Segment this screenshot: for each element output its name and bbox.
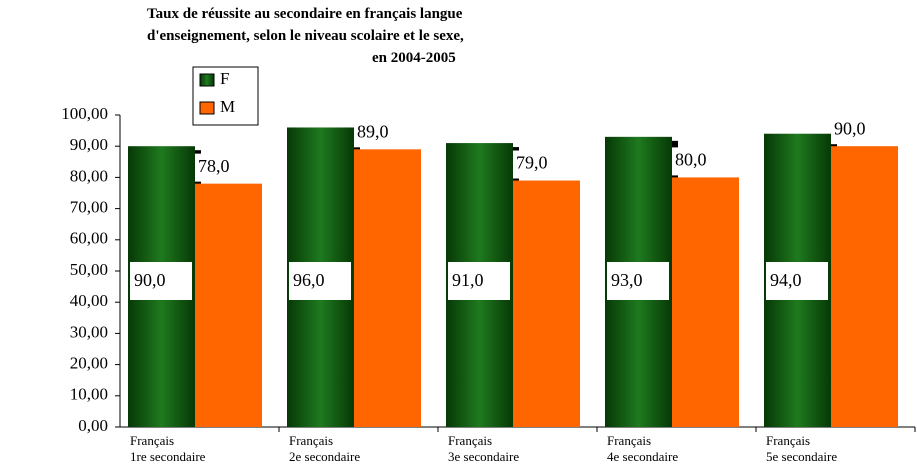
title-line: en 2004-2005 — [372, 50, 456, 66]
y-tick-label: 20,00 — [70, 354, 108, 373]
y-tick-label: 60,00 — [70, 229, 108, 248]
value-label: 93,0 — [611, 270, 643, 290]
y-tick-label: 100,00 — [61, 104, 108, 123]
value-label: 91,0 — [452, 270, 484, 290]
label-box — [130, 262, 192, 300]
y-tick-label: 90,00 — [70, 135, 108, 154]
label-box — [513, 150, 561, 179]
bar — [513, 180, 580, 427]
y-tick-label: 70,00 — [70, 198, 108, 217]
label-box — [448, 262, 510, 300]
x-tick-label: Français 4e secondaire — [607, 433, 679, 464]
legend-swatch — [199, 101, 215, 115]
value-label: 96,0 — [293, 270, 325, 290]
y-tick-label: 80,00 — [70, 166, 108, 185]
label-box — [354, 119, 402, 148]
x-tick-label: Français 3e secondaire — [448, 433, 520, 464]
y-tick-label: 10,00 — [70, 385, 108, 404]
label-box — [607, 262, 669, 300]
legend-label: F — [220, 69, 229, 88]
y-tick-label: 50,00 — [70, 260, 108, 279]
label-box — [831, 116, 879, 145]
legend-swatch — [199, 73, 215, 87]
label-box — [766, 262, 828, 300]
x-tick-label: Français 5e secondaire — [766, 433, 838, 464]
label-box — [289, 262, 351, 300]
legend-label: M — [220, 97, 235, 116]
label-box — [195, 153, 243, 182]
title-line: Taux de réussite au secondaire en frança… — [147, 6, 463, 22]
value-label: 80,0 — [675, 150, 707, 170]
y-tick-label: 40,00 — [70, 291, 108, 310]
value-label: 94,0 — [770, 270, 802, 290]
value-label: 89,0 — [357, 121, 389, 141]
y-tick-label: 30,00 — [70, 322, 108, 341]
bar — [831, 146, 898, 427]
value-label: 79,0 — [516, 153, 548, 173]
y-tick-label: 0,00 — [78, 416, 108, 435]
value-label: 90,0 — [834, 118, 866, 138]
value-label: 78,0 — [198, 156, 230, 176]
label-box — [672, 147, 720, 176]
bar — [354, 149, 421, 427]
value-label: 90,0 — [134, 270, 166, 290]
bar — [672, 177, 739, 427]
x-tick-label: Français 1re secondaire — [130, 433, 206, 464]
title-line: d'enseignement, selon le niveau scolaire… — [147, 28, 464, 44]
bar — [195, 183, 262, 427]
x-tick-label: Français 2e secondaire — [289, 433, 361, 464]
